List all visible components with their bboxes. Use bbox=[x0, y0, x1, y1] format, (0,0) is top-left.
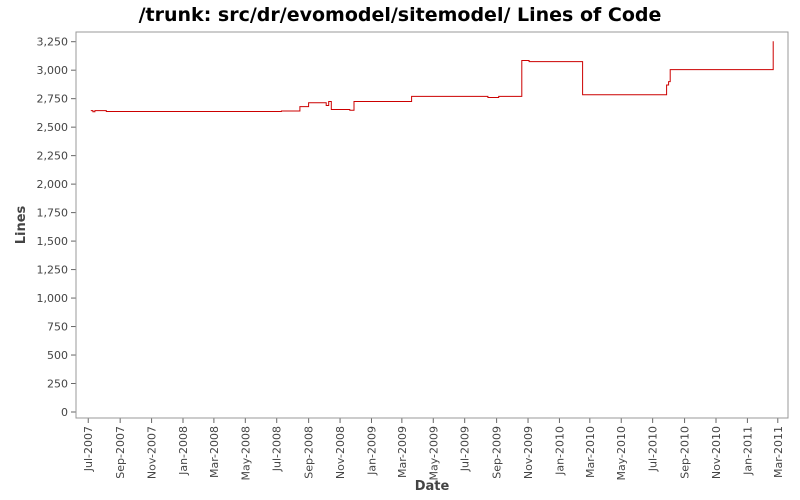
x-tick-label: May-2009 bbox=[427, 426, 440, 481]
y-tick-label: 500 bbox=[47, 349, 68, 362]
y-tick-label: 1,500 bbox=[37, 235, 69, 248]
plot-frame bbox=[75, 31, 789, 419]
x-tick-label: Mar-2010 bbox=[584, 426, 597, 478]
y-tick-label: 250 bbox=[47, 378, 68, 391]
x-tick-label: May-2008 bbox=[239, 426, 252, 481]
y-tick-label: 3,250 bbox=[37, 36, 69, 49]
y-axis: 0 250 500 750 1,000 1,250 1,500 1,750 2,000 2,250… bbox=[37, 36, 76, 419]
x-axis: Jul-2007 Sep-2007 Nov-2007 Jan-2008 Mar-2008… bbox=[82, 418, 785, 481]
x-tick-label: Jul-2007 bbox=[82, 426, 95, 472]
x-tick-label: Nov-2007 bbox=[146, 426, 159, 479]
series-line bbox=[90, 41, 774, 113]
x-axis-label: Date bbox=[415, 479, 450, 494]
y-tick-label: 2,000 bbox=[37, 178, 69, 191]
x-tick-label: Nov-2008 bbox=[334, 426, 347, 479]
x-tick-label: May-2010 bbox=[615, 426, 628, 481]
x-tick-label: Mar-2008 bbox=[208, 426, 221, 478]
x-tick-label: Sep-2009 bbox=[491, 426, 504, 479]
y-tick-label: 2,500 bbox=[37, 121, 69, 134]
y-axis-label: Lines bbox=[14, 205, 29, 244]
y-tick-label: 1,250 bbox=[37, 264, 69, 277]
x-tick-label: Sep-2007 bbox=[114, 426, 127, 479]
x-tick-label: Jan-2008 bbox=[177, 426, 190, 476]
y-tick-label: 750 bbox=[47, 321, 68, 334]
y-tick-label: 1,000 bbox=[37, 292, 69, 305]
x-tick-label: Sep-2010 bbox=[679, 426, 692, 479]
x-tick-label: Jan-2010 bbox=[553, 426, 566, 476]
x-tick-label: Jul-2010 bbox=[647, 426, 660, 472]
x-tick-label: Jul-2009 bbox=[459, 426, 472, 472]
x-tick-label: Nov-2010 bbox=[710, 426, 723, 479]
x-tick-label: Sep-2008 bbox=[303, 426, 316, 479]
y-tick-label: 2,750 bbox=[37, 93, 69, 106]
y-tick-label: 0 bbox=[61, 406, 68, 419]
x-tick-label: Jan-2009 bbox=[365, 426, 378, 476]
chart-title: /trunk: src/dr/evomodel/sitemodel/ Lines… bbox=[138, 4, 662, 26]
x-tick-label: Jul-2008 bbox=[271, 426, 284, 472]
y-tick-label: 1,750 bbox=[37, 207, 69, 220]
y-tick-label: 2,250 bbox=[37, 150, 69, 163]
x-tick-label: Mar-2011 bbox=[772, 426, 785, 478]
y-tick-label: 3,000 bbox=[37, 64, 69, 77]
x-tick-label: Nov-2009 bbox=[522, 426, 535, 479]
x-tick-label: Jan-2011 bbox=[741, 426, 754, 476]
x-tick-label: Mar-2009 bbox=[396, 426, 409, 478]
plot-area bbox=[75, 31, 789, 419]
